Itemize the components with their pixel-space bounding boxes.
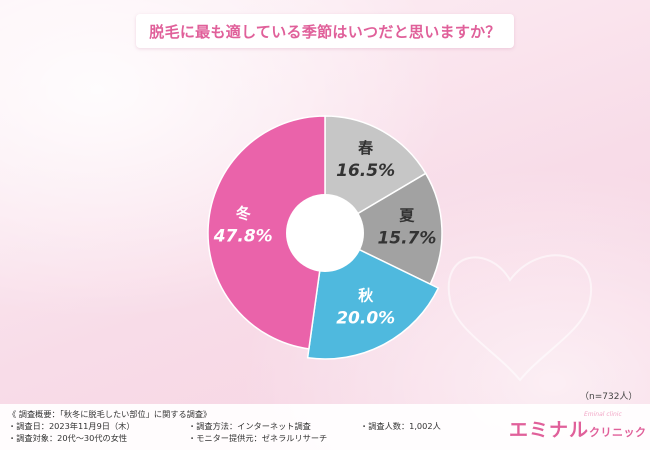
slice-value-winter: 47.8% <box>213 226 273 246</box>
donut-slice-summer <box>323 172 443 286</box>
survey-target: ・調査対象：20代〜30代の女性 <box>8 433 128 443</box>
slice-category-summer: 夏 <box>398 207 415 225</box>
footer <box>0 404 650 450</box>
chart-title: 脱毛に最も適している季節はいつだと思いますか？ <box>136 14 514 48</box>
brand-name-sub: クリニック <box>589 426 647 439</box>
survey-count: ・調査人数：1,002人 <box>360 421 441 431</box>
slice-category-winter: 冬 <box>236 204 251 222</box>
slice-category-spring: 春 <box>358 139 373 157</box>
survey-method: ・調査方法：インターネット調査 <box>188 421 311 431</box>
brand-logo: エミナルクリニック <box>509 415 647 442</box>
brand-tagline: Eminal clinic <box>584 411 622 418</box>
survey-provider: ・モニター提供元：ゼネラルリサーチ <box>188 433 328 443</box>
donut-chart: 春 16.5% 夏 15.7% 秋 20.0% 冬 47.8% <box>207 115 593 382</box>
survey-summary: 《 調査概要：「秋冬に脱毛したい部位」に関する調査》 <box>8 409 212 419</box>
sample-size-note: （n=732人） <box>580 392 638 402</box>
slice-value-summer: 15.7% <box>377 229 436 249</box>
survey-date: ・調査日：2023年11月9日（木） <box>8 421 135 431</box>
slice-value-autumn: 20.0% <box>336 308 395 328</box>
brand-name: エミナル <box>509 419 590 441</box>
slice-category-autumn: 秋 <box>358 286 374 304</box>
slice-value-spring: 16.5% <box>336 161 395 181</box>
chart-title-text: 脱毛に最も適している季節はいつだと思いますか？ <box>149 22 501 41</box>
donut-hole <box>286 194 364 272</box>
background-heart-decoration <box>447 254 593 382</box>
donut-slice-winter <box>207 115 326 350</box>
